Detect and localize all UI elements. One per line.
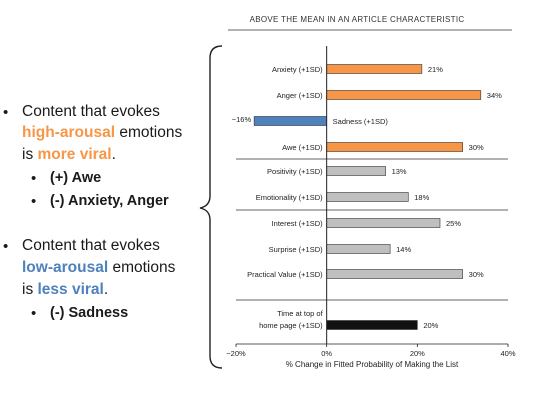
bar	[326, 218, 441, 228]
bullet-panel: • Content that evokes high-arousal emoti…	[0, 0, 210, 411]
sub-bullet-awe: (+) Awe	[50, 170, 102, 186]
low-arousal-line2-rest: emotions	[108, 259, 176, 276]
bar	[326, 244, 391, 254]
row-label: Practical Value (+1SD)	[247, 270, 323, 279]
x-tick-label: 40%	[500, 349, 515, 358]
bar	[326, 192, 409, 202]
bullet-dot: •	[3, 238, 9, 255]
high-arousal-line1: Content that evokes	[22, 103, 160, 120]
bar	[326, 142, 463, 152]
more-viral-highlight: more viral	[37, 146, 112, 163]
high-arousal-line3: is more viral.	[22, 146, 116, 164]
row-label: Anxiety (+1SD)	[272, 65, 323, 74]
less-viral-highlight: less viral	[37, 281, 104, 298]
sub-bullet-dot: •	[31, 193, 37, 210]
low-arousal-highlight: low-arousal	[22, 259, 109, 276]
row-label: Sadness (+1SD)	[333, 117, 389, 126]
value-label: 13%	[392, 167, 407, 176]
value-label: 21%	[428, 65, 443, 74]
chart-title: ABOVE THE MEAN IN AN ARTICLE CHARACTERIS…	[250, 15, 465, 24]
value-label: 18%	[414, 193, 429, 202]
low-arousal-line1: Content that evokes	[22, 237, 160, 254]
sub-bullet-dot: •	[31, 305, 37, 322]
high-arousal-line2: high-arousal emotions	[22, 124, 182, 142]
x-tick-label: 0%	[321, 349, 332, 358]
low-arousal-line2: low-arousal emotions	[22, 259, 175, 277]
value-label: 14%	[396, 245, 411, 254]
row-label: home page (+1SD)	[259, 321, 323, 330]
bar	[326, 90, 482, 100]
row-label: Emotionality (+1SD)	[256, 193, 323, 202]
high-arousal-line3-post: .	[111, 146, 116, 163]
sub-bullet-sadness: (-) Sadness	[50, 305, 129, 321]
low-arousal-line3-pre: is	[22, 281, 38, 298]
low-arousal-line3-post: .	[103, 281, 109, 298]
value-label: −16%	[232, 115, 252, 124]
row-label: Time at top of	[277, 309, 323, 318]
row-label: Positivity (+1SD)	[267, 167, 323, 176]
value-label: 25%	[446, 219, 461, 228]
row-label: Interest (+1SD)	[272, 219, 324, 228]
value-label: 34%	[487, 91, 502, 100]
high-arousal-line3-pre: is	[22, 146, 38, 163]
chart-body: Anxiety (+1SD) 21% Anger (+1SD) 34% Sadness …	[226, 46, 516, 369]
row-label: Surprise (+1SD)	[269, 245, 323, 254]
sub-bullet-anxiety-anger: (-) Anxiety, Anger	[50, 193, 169, 209]
x-tick-label: −20%	[226, 349, 246, 358]
bar	[326, 320, 418, 330]
low-arousal-line3: is less viral.	[22, 281, 108, 299]
bullet-dot: •	[3, 104, 9, 121]
bar	[253, 116, 327, 126]
row-label: Awe (+1SD)	[282, 143, 323, 152]
bar	[326, 269, 463, 279]
curly-brace	[199, 45, 223, 369]
x-tick-label: 20%	[410, 349, 425, 358]
row-label: Anger (+1SD)	[277, 91, 324, 100]
high-arousal-line2-rest: emotions	[115, 124, 183, 141]
value-label: 30%	[469, 143, 484, 152]
value-label: 20%	[423, 321, 438, 330]
value-label: 30%	[469, 270, 484, 279]
x-axis-label: % Change in Fitted Probability of Making…	[286, 360, 459, 369]
bar	[326, 64, 423, 74]
high-arousal-highlight: high-arousal	[22, 124, 116, 141]
bar	[326, 166, 386, 176]
sub-bullet-dot: •	[31, 170, 37, 187]
